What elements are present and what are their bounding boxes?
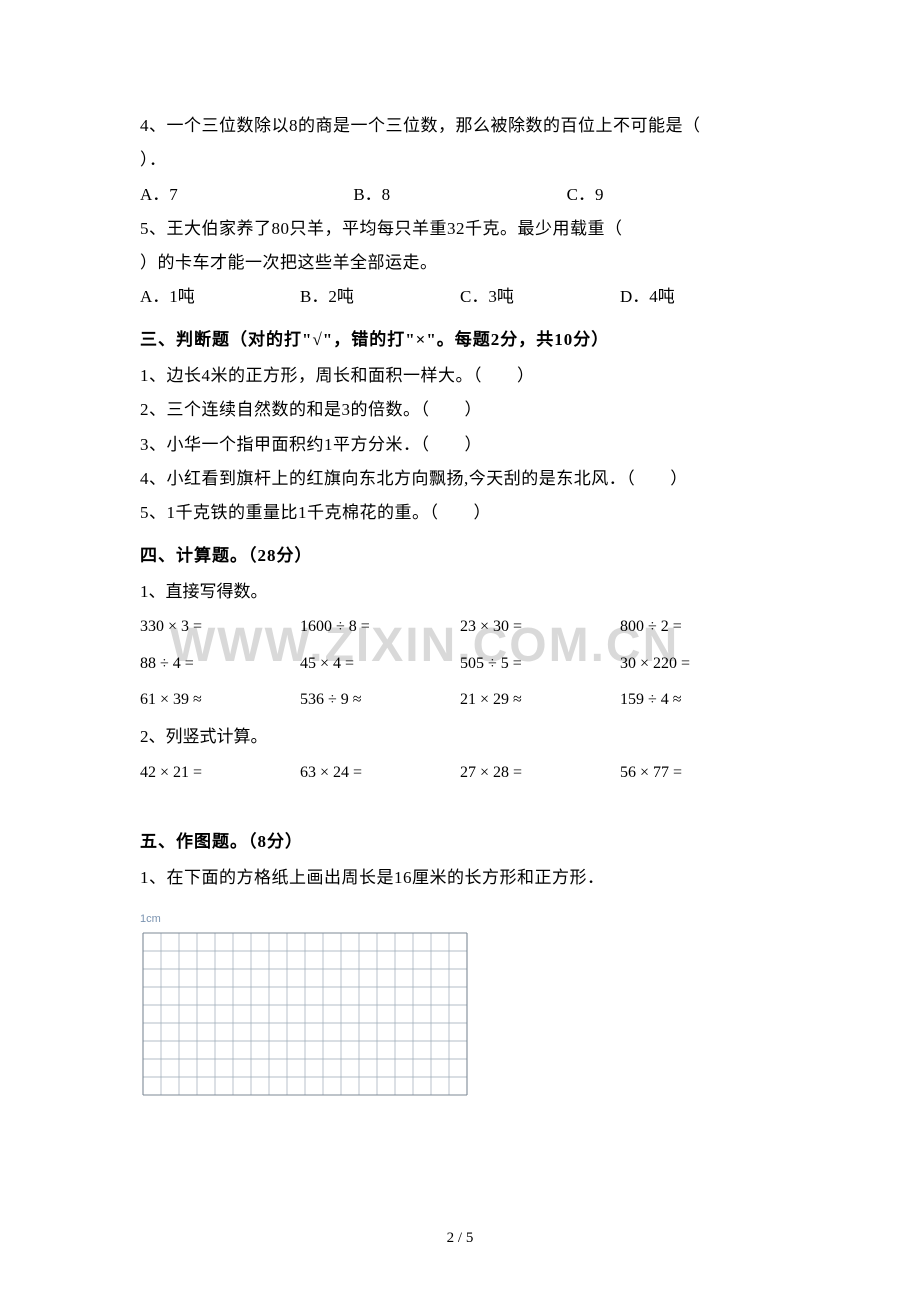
calc-2-4: 30 × 220 = [620,649,780,679]
calc2-1-1: 42 × 21 = [140,758,300,788]
calc2-row-1: 42 × 21 = 63 × 24 = 27 × 28 = 56 × 77 = [140,758,780,788]
page-number: 2 / 5 [0,1224,920,1253]
calc-1-1: 330 × 3 = [140,612,300,642]
q5-opt-b: B．2吨 [300,281,460,313]
q5-opt-d: D．4吨 [620,281,780,313]
calc-3-1: 61 × 39 ≈ [140,685,300,715]
sec4-sub1: 1、直接写得数。 [140,576,780,608]
q4-opt-c: C．9 [567,179,780,211]
calc2-1-2: 63 × 24 = [300,758,460,788]
sec4-header: 四、计算题。（28分） [140,540,780,572]
calc-2-3: 505 ÷ 5 = [460,649,620,679]
q5-line2: ）的卡车才能一次把这些羊全部运走。 [140,247,780,279]
calc-row-3: 61 × 39 ≈ 536 ÷ 9 ≈ 21 × 29 ≈ 159 ÷ 4 ≈ [140,685,780,715]
calc-row-1: 330 × 3 = 1600 ÷ 8 = 23 × 30 = 800 ÷ 2 = [140,612,780,642]
grid-svg [142,932,468,1096]
sec3-item-3: 3、小华一个指甲面积约1平方分米．（ ） [140,429,780,461]
q5-opt-a: A．1吨 [140,281,300,313]
sec4-sub2: 2、列竖式计算。 [140,721,780,753]
q4-opt-a: A．7 [140,179,353,211]
sec3-item-5: 5、1千克铁的重量比1千克棉花的重。（ ） [140,497,780,529]
q4-line1: 4、一个三位数除以8的商是一个三位数，那么被除数的百位上不可能是（ [140,110,780,142]
calc-2-1: 88 ÷ 4 = [140,649,300,679]
calc-1-4: 800 ÷ 2 = [620,612,780,642]
calc-2-2: 45 × 4 = [300,649,460,679]
calc-3-3: 21 × 29 ≈ [460,685,620,715]
calc-1-2: 1600 ÷ 8 = [300,612,460,642]
calc-row-2: 88 ÷ 4 = 45 × 4 = 505 ÷ 5 = 30 × 220 = [140,649,780,679]
q5-opt-c: C．3吨 [460,281,620,313]
page-content: 4、一个三位数除以8的商是一个三位数，那么被除数的百位上不可能是（ ）． A．7… [140,110,780,1096]
sec5-header: 五、作图题。（8分） [140,826,780,858]
sec3-item-1: 1、边长4米的正方形，周长和面积一样大。（ ） [140,360,780,392]
calc-1-3: 23 × 30 = [460,612,620,642]
q5-options: A．1吨 B．2吨 C．3吨 D．4吨 [140,281,780,313]
sec3-item-2: 2、三个连续自然数的和是3的倍数。（ ） [140,394,780,426]
calc-3-2: 536 ÷ 9 ≈ [300,685,460,715]
calc-3-4: 159 ÷ 4 ≈ [620,685,780,715]
grid-paper [142,932,472,1096]
q4-options: A．7 B．8 C．9 [140,179,780,211]
sec3-header: 三、判断题（对的打"√"，错的打"×"。每题2分，共10分） [140,324,780,356]
q4-opt-b: B．8 [353,179,566,211]
grid-section: 1cm [140,909,780,1096]
sec3-item-4: 4、小红看到旗杆上的红旗向东北方向飘扬,今天刮的是东北风．（ ） [140,463,780,495]
grid-label: 1cm [140,909,780,930]
calc2-1-4: 56 × 77 = [620,758,780,788]
calc2-1-3: 27 × 28 = [460,758,620,788]
q5-line1: 5、王大伯家养了80只羊，平均每只羊重32千克。最少用载重（ [140,213,780,245]
sec5-q: 1、在下面的方格纸上画出周长是16厘米的长方形和正方形． [140,862,780,894]
q4-line2: ）． [140,144,780,176]
